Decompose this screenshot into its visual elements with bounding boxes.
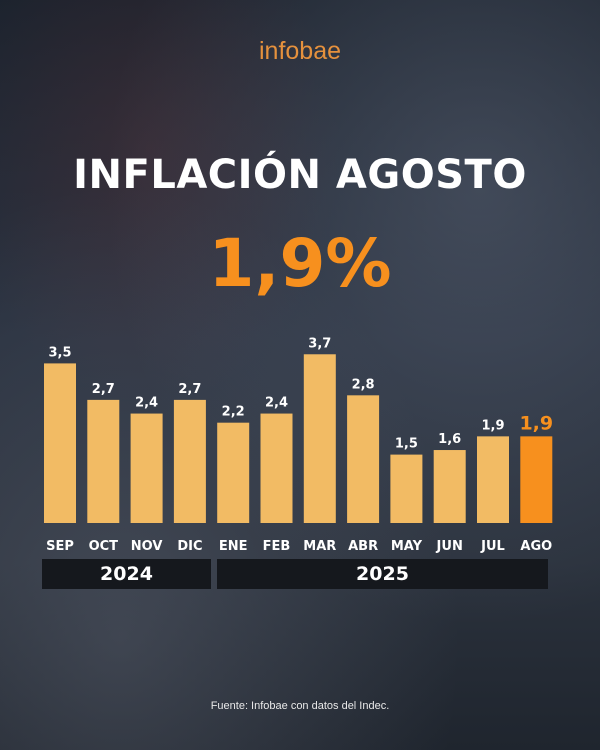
data-label-sep: 3,5 — [48, 345, 71, 360]
data-label-jun: 1,6 — [438, 432, 461, 447]
tick-label-ene: ENE — [219, 539, 248, 554]
year-band-2025: 2025 — [217, 559, 548, 589]
page-title: INFLACIÓN AGOSTO — [73, 152, 527, 198]
bar-nov — [130, 413, 163, 523]
tick-label-oct: OCT — [89, 539, 119, 554]
tick-label-feb: FEB — [263, 539, 291, 554]
tick-label-nov: NOV — [131, 539, 163, 554]
data-label-ene: 2,2 — [222, 405, 245, 420]
source-note: Fuente: Infobae con datos del Indec. — [210, 700, 390, 712]
bar-abr — [347, 395, 380, 523]
data-label-may: 1,5 — [395, 437, 418, 452]
tick-label-ago: AGO — [520, 539, 552, 554]
bar-sep — [44, 363, 76, 523]
tick-label-mar: MAR — [303, 539, 336, 554]
bar-ene — [217, 422, 250, 523]
bar-oct — [87, 399, 120, 523]
data-label-dic: 2,7 — [178, 382, 201, 397]
data-label-nov: 2,4 — [135, 396, 158, 411]
tick-label-jul: JUL — [480, 539, 505, 554]
data-label-feb: 2,4 — [265, 396, 288, 411]
data-label-jul: 1,9 — [481, 418, 504, 433]
data-label-abr: 2,8 — [352, 377, 375, 392]
bar-feb — [260, 413, 293, 523]
bar-mar — [303, 354, 336, 523]
tick-label-dic: DIC — [177, 539, 202, 554]
data-label-ago: 1,9 — [519, 412, 553, 434]
brand-logo: infobae — [258, 37, 342, 65]
bar-jun — [433, 450, 466, 523]
headline-value: 1,9% — [208, 225, 392, 302]
tick-label-may: MAY — [391, 539, 423, 554]
bar-may — [390, 454, 423, 523]
tick-label-abr: ABR — [348, 539, 378, 554]
bar-jul — [477, 436, 509, 523]
year-band-2024: 2024 — [42, 559, 211, 589]
data-label-oct: 2,7 — [92, 382, 115, 397]
bar-dic — [173, 399, 206, 523]
data-label-mar: 3,7 — [308, 336, 331, 351]
tick-label-sep: SEP — [46, 539, 74, 554]
bar-ago — [520, 436, 553, 523]
tick-label-jun: JUN — [436, 539, 463, 554]
